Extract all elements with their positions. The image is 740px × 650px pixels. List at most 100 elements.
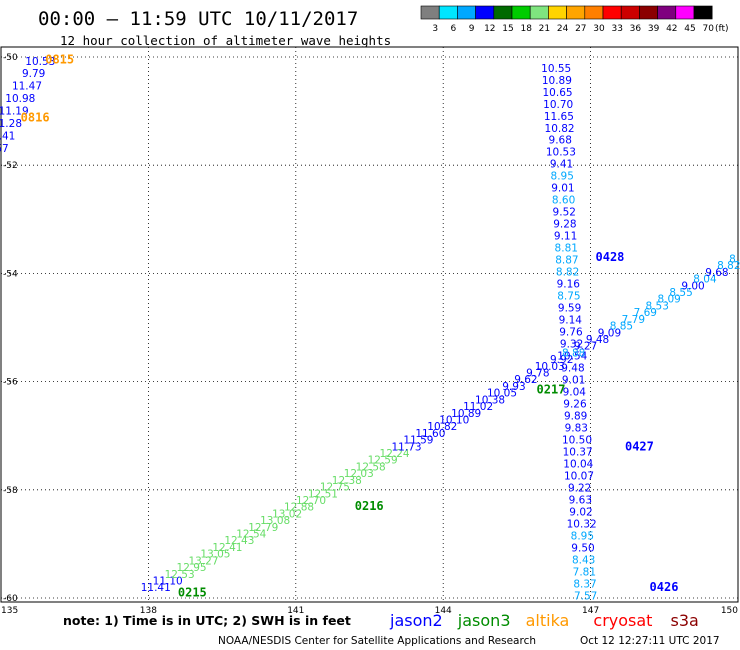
swh-value: 10.89 <box>451 408 481 420</box>
swh-value: 11.41 <box>0 130 15 142</box>
swh-value: 11.02 <box>463 401 493 413</box>
legend-swatch <box>693 5 713 20</box>
pass-time-label: 0428 <box>596 250 625 264</box>
swh-value: 8.55 <box>669 287 692 299</box>
swh-value: 12.03 <box>344 468 374 480</box>
swh-value: 9.83 <box>565 422 588 434</box>
swh-value: 10.55 <box>541 63 571 75</box>
swh-value: 9.93 <box>502 381 525 393</box>
pass-time-label: 0815 <box>45 53 74 67</box>
x-tick-label: 141 <box>287 606 304 616</box>
satellite-tracks: 10.539.7911.4710.9811.1911.2811.4111.570… <box>0 53 740 603</box>
swh-value: 9.78 <box>526 368 549 380</box>
swh-value: 11.65 <box>544 111 574 123</box>
swh-value: 10.32 <box>567 518 597 530</box>
swh-value: 12.54 <box>236 529 266 541</box>
swh-value: 12.59 <box>368 455 398 467</box>
chart-subtitle: 12 hour collection of altimeter wave hei… <box>60 33 391 48</box>
legend-label: 30 <box>593 24 605 34</box>
legend-swatch <box>657 5 677 20</box>
pass-time-label: 0217 <box>537 383 566 397</box>
swh-value: 12.70 <box>296 495 326 507</box>
swh-value: 8.60 <box>552 195 575 207</box>
swh-value: 8.82 <box>717 260 740 272</box>
legend-swatch <box>566 5 586 20</box>
swh-value: 10.82 <box>427 421 457 433</box>
footer-credit: NOAA/NESDIS Center for Satellite Applica… <box>218 635 536 647</box>
swh-value: 9.11 <box>554 231 577 243</box>
swh-value: 9.89 <box>564 410 587 422</box>
swh-value: 9.16 <box>557 279 581 291</box>
swh-value: 9.14 <box>559 315 583 327</box>
legend-swatch <box>639 5 658 20</box>
swh-value: 13.27 <box>188 555 218 567</box>
swh-value: 8.85 <box>610 321 633 333</box>
swh-value: 10.05 <box>487 388 517 400</box>
legend-label: 45 <box>684 24 695 34</box>
legend-swatch <box>511 5 531 20</box>
legend-label: 9 <box>469 24 475 34</box>
satellite-label-cryosat: cryosat <box>593 611 652 630</box>
swh-value: 9.48 <box>586 334 609 346</box>
swh-value: 10.70 <box>543 99 573 111</box>
legend-swatch <box>584 5 604 20</box>
legend-label: 27 <box>575 24 586 34</box>
plot-frame <box>0 46 739 603</box>
swh-value: 9.48 <box>561 363 584 375</box>
legend-label: 12 <box>484 24 495 34</box>
y-tick-label: -54 <box>3 269 18 279</box>
swh-value: 7.79 <box>622 314 645 326</box>
color-scale-legend: 3 6 9 12 15 18 21 24 27 30 33 36 39 42 45 70 <box>420 5 714 34</box>
swh-value: 9.01 <box>551 183 574 195</box>
satellite-label-s3a: s3a <box>671 611 699 630</box>
swh-value: 9.68 <box>549 135 572 147</box>
swh-value: 12.41 <box>212 542 242 554</box>
swh-value: 9.76 <box>559 327 583 339</box>
swh-value: 9.26 <box>563 398 587 410</box>
legend-swatch <box>457 5 476 20</box>
swh-value: 11.47 <box>12 81 42 93</box>
swh-value: 8.09 <box>657 294 680 306</box>
swh-value: 12.43 <box>224 535 254 547</box>
legend-label: 3 <box>432 24 438 34</box>
swh-value: 12.88 <box>284 502 314 514</box>
x-tick-label: 135 <box>1 606 18 616</box>
satellite-label-jason3: jason3 <box>457 611 511 630</box>
legend-swatch <box>620 5 640 20</box>
swh-value: 9.41 <box>550 159 573 171</box>
swh-value: 11.19 <box>0 106 29 118</box>
pass-time-label: 0427 <box>625 440 654 454</box>
legend-swatch <box>493 5 513 20</box>
x-tick-label: 138 <box>140 606 157 616</box>
swh-value: 11.60 <box>415 428 445 440</box>
legend-swatch <box>675 5 695 20</box>
swh-value: 7.69 <box>634 307 657 319</box>
swh-value: 9.92 <box>550 354 573 366</box>
y-tick-label: -58 <box>3 486 18 496</box>
swh-value: 11.10 <box>153 575 183 587</box>
legend-label: 42 <box>666 24 677 34</box>
satellite-legend: jason2 jason3 altika cryosat s3a <box>389 611 699 630</box>
legend-swatch <box>475 5 495 20</box>
swh-value: 8.89 <box>729 253 740 265</box>
swh-value: 8.53 <box>646 300 669 312</box>
swh-value: 12.79 <box>248 522 278 534</box>
swh-value: 8.82 <box>556 267 579 279</box>
swh-value: 8.87 <box>555 255 578 267</box>
legend-label: 21 <box>539 24 550 34</box>
pass-time-label: 0215 <box>178 586 207 600</box>
swh-value: 11.59 <box>403 435 433 447</box>
pass-time-label: 0816 <box>21 111 50 125</box>
legend-unit: (ft) <box>715 24 729 34</box>
swh-value: 8.95 <box>551 171 574 183</box>
swh-value: 13.08 <box>260 515 290 527</box>
swh-value: 7.81 <box>573 566 596 578</box>
swh-value: 12.75 <box>320 482 350 494</box>
legend-label: 36 <box>630 24 642 34</box>
legend-label: 24 <box>557 24 569 34</box>
swh-value: 9.68 <box>705 267 728 279</box>
swh-value: 11.28 <box>0 118 22 130</box>
swh-value: 11.57 <box>0 143 9 155</box>
x-tick-label: 150 <box>721 606 738 616</box>
